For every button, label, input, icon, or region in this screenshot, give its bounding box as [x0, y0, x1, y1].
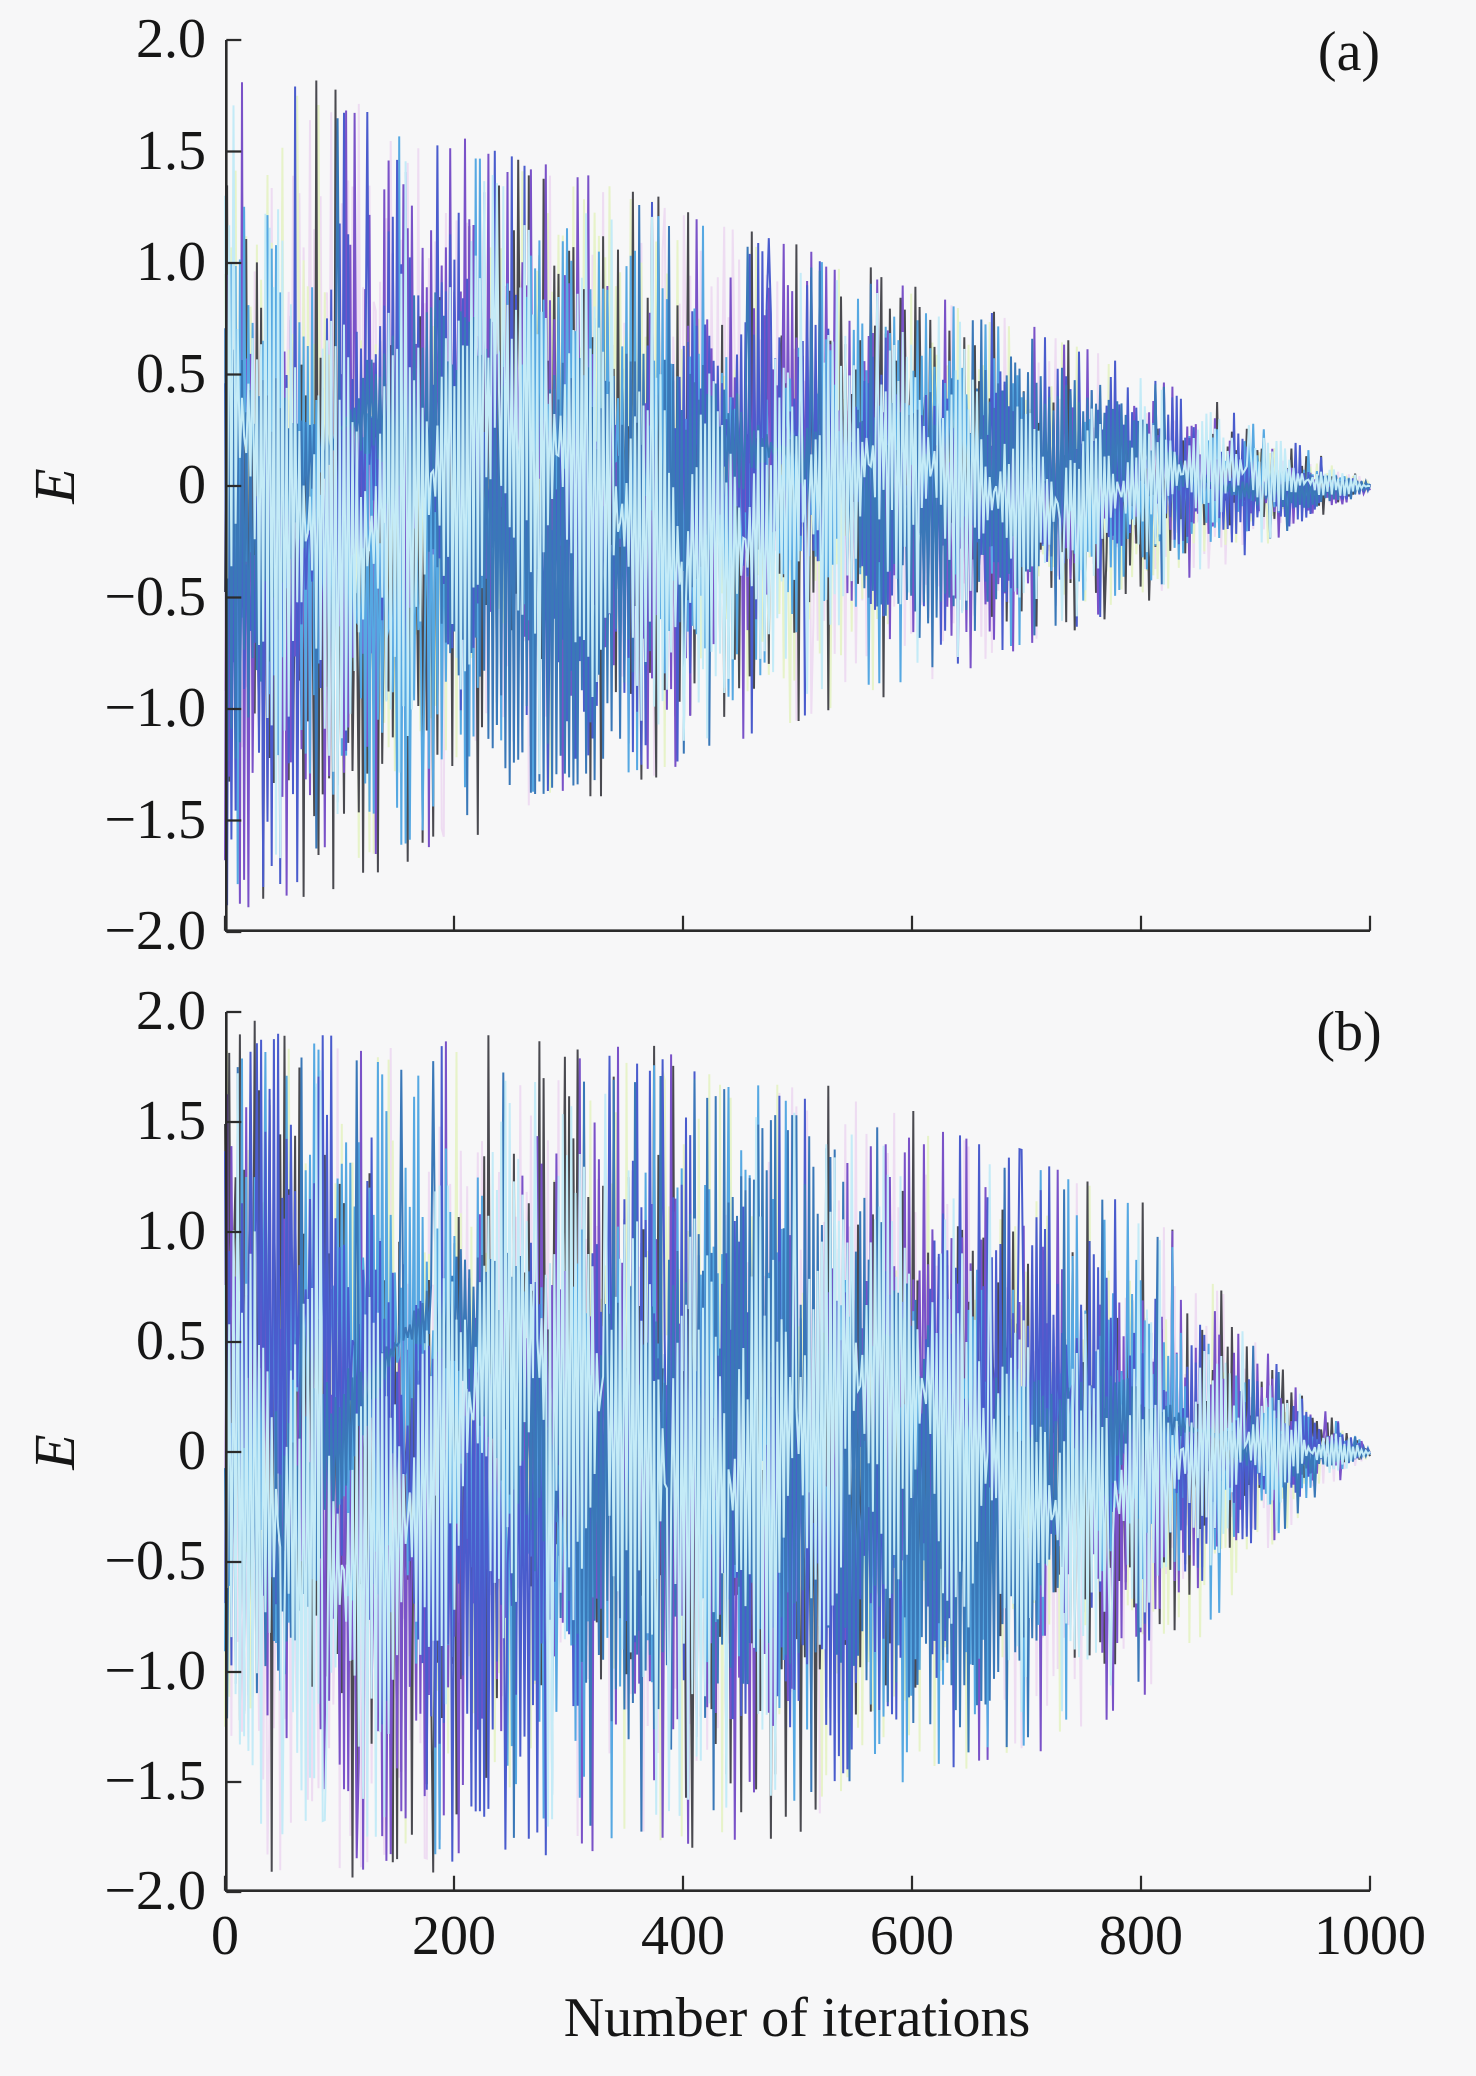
y-tick-label: 1.0: [136, 1199, 206, 1262]
y-tick-label: −2.0: [104, 899, 206, 962]
y-tick-label: −2.0: [104, 1859, 206, 1922]
axis-lines: [225, 40, 1370, 932]
y-tick-label: 0: [178, 453, 206, 516]
x-axis-title: Number of iterations: [563, 1987, 1031, 2049]
x-tick-label: 800: [1099, 1905, 1183, 1967]
x-tick-label: 1000: [1314, 1905, 1426, 1967]
y-tick-label: 0.5: [136, 1309, 206, 1372]
y-tick-label: 0.5: [136, 342, 206, 405]
tick-marks: [223, 38, 1372, 934]
y-tick-label: 1.5: [136, 119, 206, 182]
plot-area-a: [223, 38, 1372, 934]
y-tick-label: −1.5: [104, 788, 206, 851]
y-tick-label: 2.0: [136, 979, 206, 1042]
y-tick-label: −1.5: [104, 1749, 206, 1812]
axis-lines: [225, 1012, 1370, 1892]
y-tick-label: −1.0: [104, 1639, 206, 1702]
y-tick-label: 1.5: [136, 1089, 206, 1152]
x-tick-label: 600: [870, 1905, 954, 1967]
y-tick-label: −1.0: [104, 676, 206, 739]
x-tick-label: 400: [641, 1905, 725, 1967]
panel-label-a: (a): [1317, 21, 1381, 83]
plot-area-b: [223, 1010, 1372, 1894]
x-tick-label: 200: [412, 1905, 496, 1967]
y-tick-label: 0: [178, 1419, 206, 1482]
y-tick-label: −0.5: [104, 565, 206, 628]
y-tick-label: −0.5: [104, 1529, 206, 1592]
series-light-cyan-line: [224, 105, 1371, 859]
y-tick-label: 2.0: [136, 7, 206, 70]
x-tick-label: 0: [211, 1905, 239, 1967]
y-tick-label: 1.0: [136, 230, 206, 293]
tick-marks: [223, 1010, 1372, 1894]
series-light-cyan-line: [224, 1070, 1371, 1837]
panel-label-b: (b): [1316, 1001, 1382, 1063]
series-steel-blue-line: [224, 1057, 1371, 1838]
